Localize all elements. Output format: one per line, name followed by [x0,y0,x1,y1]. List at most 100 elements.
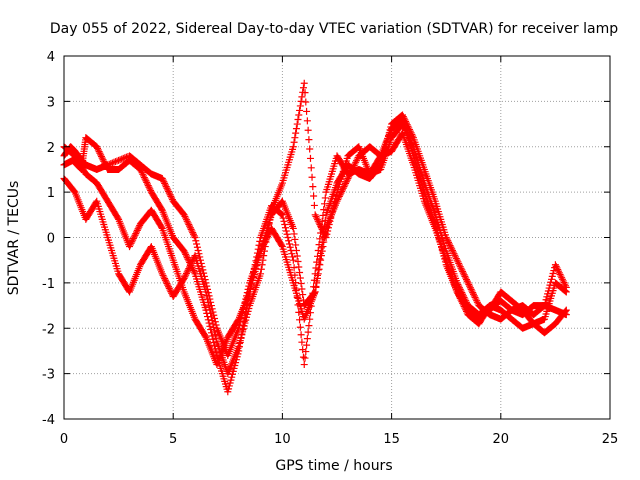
data-point [145,183,153,191]
data-point [461,272,469,280]
y-tick-label: 1 [47,186,55,201]
data-point [316,221,324,229]
data-point [188,227,196,235]
data-point [468,287,476,295]
data-point [165,189,173,197]
data-point [257,247,265,255]
data-point [278,241,286,249]
series-track-2 [60,116,570,396]
data-point [201,332,209,340]
y-axis-ticks: -4 -3 -2 -1 0 1 2 3 4 [42,50,610,428]
data-point [211,331,219,339]
data-point [461,304,469,312]
data-point [108,159,116,167]
data-point [309,183,317,191]
data-point [285,237,293,245]
data-point [116,156,124,164]
data-point [111,158,119,166]
data-point [451,251,459,259]
data-point [93,143,101,151]
data-point [311,288,319,296]
data-point [294,257,302,265]
data-point [211,342,219,350]
data-point [557,272,565,280]
data-point [187,225,195,233]
data-point [265,220,273,228]
data-point [292,241,300,249]
data-point [314,216,321,224]
data-point [190,232,198,240]
data-point [448,245,456,253]
data-point [304,328,312,336]
data-point [298,338,306,346]
y-tick-label: -2 [42,322,55,337]
data-point [315,219,323,227]
data-point [94,146,102,154]
data-point [207,329,215,337]
data-point [189,230,197,238]
data-point [457,264,465,272]
data-point [558,274,566,282]
data-point [184,266,192,274]
data-point [347,168,355,176]
data-point [261,237,269,245]
data-point [338,187,346,195]
data-point [277,210,285,218]
data-point [470,290,477,298]
data-point [165,283,173,291]
data-point [284,234,292,241]
data-point [192,237,200,245]
data-point [352,158,360,166]
data-point [206,306,214,314]
data-point [257,265,265,273]
data-point [264,231,272,239]
data-point [146,185,154,193]
data-point [132,230,140,238]
data-point [189,229,197,237]
data-point [182,252,190,260]
data-point [182,214,190,222]
data-point [321,194,329,202]
data-point [290,138,298,146]
data-point [317,256,325,264]
data-point [341,181,349,189]
x-tick-label: 20 [493,432,510,447]
data-point [163,280,171,288]
data-point [295,308,303,316]
data-point [190,268,198,276]
data-point [305,322,313,330]
data-point [312,264,320,272]
data-point [287,246,295,254]
data-point [453,256,461,264]
data-point [160,178,168,186]
series-track-4 [60,129,570,369]
data-point [298,93,306,101]
data-point [462,306,470,314]
data-point [186,263,194,271]
data-point [97,152,105,160]
data-point [553,264,561,272]
data-point [234,316,242,324]
data-point [353,157,360,165]
data-point [187,260,195,268]
y-tick-label: -1 [42,277,55,292]
x-tick-label: 25 [602,432,619,447]
data-point [554,266,562,274]
data-point [296,323,304,331]
data-point [317,222,325,230]
data-point [561,280,569,288]
data-point [182,271,190,279]
data-point [337,189,345,197]
data-point [399,122,407,130]
data-point [304,126,312,134]
data-point [403,130,411,138]
data-point [205,302,213,310]
data-point [460,271,468,279]
data-point [346,170,354,178]
data-point [136,165,144,173]
data-point [289,256,297,264]
data-point [303,107,311,115]
data-point [307,164,315,172]
data-point [409,141,417,149]
data-point [452,255,460,263]
